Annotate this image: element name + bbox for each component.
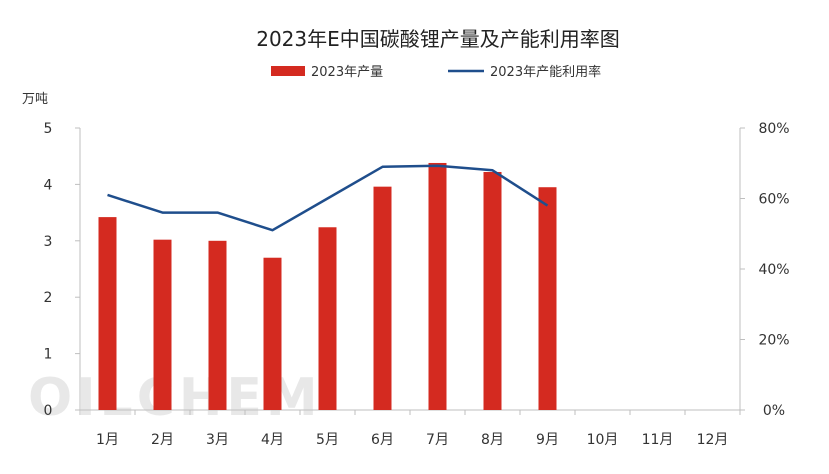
x-tick-label: 3月 — [206, 432, 229, 448]
x-tick-label: 9月 — [536, 432, 559, 448]
right-tick-label: 80% — [758, 121, 789, 137]
legend: 2023年产量 2023年产能利用率 — [271, 64, 601, 80]
x-tick-label: 7月 — [426, 432, 449, 448]
legend-label-production: 2023年产量 — [311, 65, 383, 80]
x-tick-label: 1月 — [96, 432, 119, 448]
left-tick-label: 4 — [44, 177, 53, 193]
production-bar — [209, 241, 227, 410]
right-tick-label: 0% — [763, 403, 785, 419]
legend-item-utilization: 2023年产能利用率 — [448, 64, 601, 80]
legend-item-production: 2023年产量 — [271, 65, 383, 80]
left-tick-label: 3 — [44, 234, 53, 250]
x-tick-label: 12月 — [697, 432, 729, 448]
x-tick-label: 11月 — [642, 432, 674, 448]
production-bar — [539, 187, 557, 410]
right-tick-label: 40% — [758, 262, 789, 278]
right-tick-label: 20% — [758, 333, 789, 349]
legend-label-utilization: 2023年产能利用率 — [490, 64, 601, 80]
production-bar — [484, 172, 502, 410]
production-bar — [429, 163, 447, 410]
x-tick-label: 10月 — [587, 432, 619, 448]
bars — [99, 163, 557, 410]
x-tick-label: 5月 — [316, 432, 339, 448]
x-tick-label: 6月 — [371, 432, 394, 448]
y-axis-unit-label: 万吨 — [22, 92, 48, 107]
left-tick-label: 0 — [44, 403, 53, 419]
left-tick-label: 5 — [44, 121, 53, 137]
production-bar — [374, 187, 392, 410]
chart-title: 2023年E中国碳酸锂产量及产能利用率图 — [256, 27, 620, 51]
production-bar — [99, 217, 117, 410]
production-bar — [154, 240, 172, 410]
right-tick-label: 60% — [758, 192, 789, 208]
x-tick-label: 4月 — [261, 432, 284, 448]
x-tick-label: 8月 — [481, 432, 504, 448]
utilization-line — [107, 166, 547, 231]
production-bar — [264, 258, 282, 410]
production-bar — [319, 227, 337, 410]
x-tick-label: 2月 — [151, 432, 174, 448]
left-tick-label: 1 — [44, 347, 53, 363]
legend-bar-swatch — [271, 66, 305, 76]
utilization-line-path — [108, 166, 548, 231]
left-tick-label: 2 — [44, 290, 53, 306]
